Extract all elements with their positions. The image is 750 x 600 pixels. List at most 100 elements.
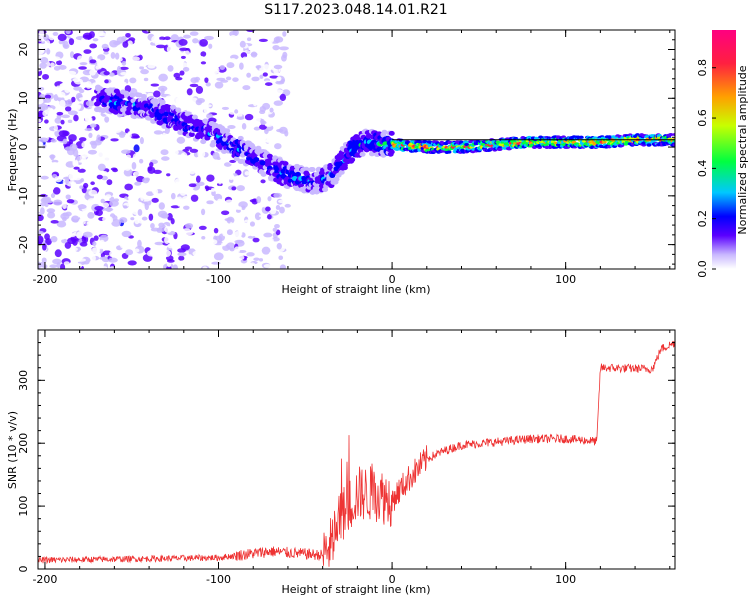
heatmap-cell xyxy=(182,99,187,108)
heatmap-cell xyxy=(208,43,213,49)
heatmap-cell xyxy=(188,131,195,137)
heatmap-cell xyxy=(165,104,172,110)
heatmap-cell xyxy=(275,80,285,85)
heatmap-cell xyxy=(209,239,218,245)
heatmap-cell xyxy=(160,149,169,156)
heatmap-cell xyxy=(108,72,115,77)
heatmap-cell xyxy=(183,205,190,210)
heatmap-cell xyxy=(38,261,42,269)
heatmap-cell xyxy=(53,94,59,101)
heatmap-cell xyxy=(48,223,57,227)
heatmap-cell xyxy=(265,36,274,44)
heatmap-cell xyxy=(274,223,280,229)
heatmap-cell xyxy=(254,212,262,221)
heatmap-cell xyxy=(194,233,203,239)
heatmap-cell xyxy=(263,64,270,72)
heatmap-cell xyxy=(73,166,80,170)
heatmap-cell xyxy=(187,254,193,262)
heatmap-cell xyxy=(66,70,77,76)
heatmap-cell xyxy=(242,56,248,62)
heatmap-cell xyxy=(166,173,171,177)
heatmap-cell xyxy=(38,86,45,91)
heatmap-cell xyxy=(60,119,65,125)
heatmap-cell xyxy=(170,205,180,209)
heatmap-cell xyxy=(262,102,271,110)
heatmap-cell xyxy=(278,114,286,119)
heatmap-cell xyxy=(137,208,143,216)
heatmap-cell xyxy=(59,99,66,108)
heatmap-cell xyxy=(333,176,340,182)
heatmap-cell xyxy=(45,39,51,46)
heatmap-cell xyxy=(284,203,291,208)
heatmap-cell xyxy=(127,131,132,140)
heatmap-cell xyxy=(76,258,87,262)
heatmap-cell xyxy=(145,191,155,197)
heatmap-cell xyxy=(56,220,67,228)
heatmap-cell xyxy=(196,181,205,187)
heatmap-cell xyxy=(257,46,267,54)
heatmap-cell xyxy=(246,252,255,257)
x-tick-label: 0 xyxy=(389,573,396,586)
heatmap-cell xyxy=(50,192,56,198)
heatmap-cell xyxy=(178,255,185,261)
heatmap-cell xyxy=(109,60,118,68)
heatmap-cell xyxy=(243,107,250,114)
snr-y-label: SNR (10 * v/v) xyxy=(6,411,19,489)
heatmap-cell xyxy=(118,81,127,87)
heatmap-cell xyxy=(73,119,78,128)
heatmap-cell xyxy=(349,157,356,163)
heatmap-cell xyxy=(175,97,181,105)
heatmap-cell xyxy=(116,36,126,45)
heatmap-cell xyxy=(253,157,260,163)
heatmap-cell xyxy=(65,62,72,67)
x-tick-label: -100 xyxy=(206,273,231,286)
x-tick-label: 100 xyxy=(555,273,576,286)
heatmap-cell xyxy=(171,149,179,155)
heatmap-cell xyxy=(232,43,238,48)
heatmap-cell xyxy=(130,56,140,62)
snr-panel: -200 -100 0 100 0 100 200 300 Height of straigh… xyxy=(6,329,676,596)
heatmap-cell xyxy=(446,150,452,154)
heatmap-cell xyxy=(278,46,289,51)
heatmap-cell xyxy=(368,151,375,157)
y-tick-label: 10 xyxy=(17,91,30,105)
heatmap-cell xyxy=(88,189,98,197)
heatmap-cell xyxy=(112,109,119,115)
heatmap-cell xyxy=(214,81,224,89)
heatmap-cell xyxy=(221,190,229,195)
heatmap-cell xyxy=(104,116,110,123)
heatmap-cell xyxy=(245,65,254,71)
heatmap-cell xyxy=(231,263,238,269)
heatmap-cell xyxy=(180,55,186,60)
heatmap-cell xyxy=(245,245,251,252)
heatmap-cell xyxy=(76,104,81,111)
heatmap-cell xyxy=(278,126,288,134)
heatmap-cell xyxy=(253,126,261,131)
heatmap-cell xyxy=(108,114,117,119)
heatmap-cell xyxy=(249,244,260,253)
heatmap-cell xyxy=(138,61,148,67)
heatmap-cell xyxy=(183,172,190,179)
heatmap-cell xyxy=(129,77,137,84)
heatmap-cell xyxy=(246,37,252,42)
heatmap-cell xyxy=(89,43,98,49)
heatmap-cell xyxy=(153,90,161,98)
heatmap-cell xyxy=(94,156,101,160)
heatmap-cell xyxy=(224,128,231,134)
heatmap-cell xyxy=(153,169,162,174)
heatmap-cell xyxy=(204,35,214,41)
heatmap-cell xyxy=(239,40,246,48)
heatmap-cell xyxy=(118,209,125,213)
heatmap-cell xyxy=(273,192,283,198)
heatmap-cell xyxy=(50,220,59,224)
heatmap-cell xyxy=(102,145,112,151)
heatmap-cell xyxy=(78,218,86,226)
heatmap-cell xyxy=(64,241,72,249)
heatmap-cell xyxy=(151,197,159,203)
heatmap-cell xyxy=(38,140,43,148)
heatmap-cell xyxy=(66,99,73,107)
heatmap-cell xyxy=(202,191,208,195)
heatmap-cell xyxy=(293,168,300,174)
heatmap-cell xyxy=(251,204,259,209)
